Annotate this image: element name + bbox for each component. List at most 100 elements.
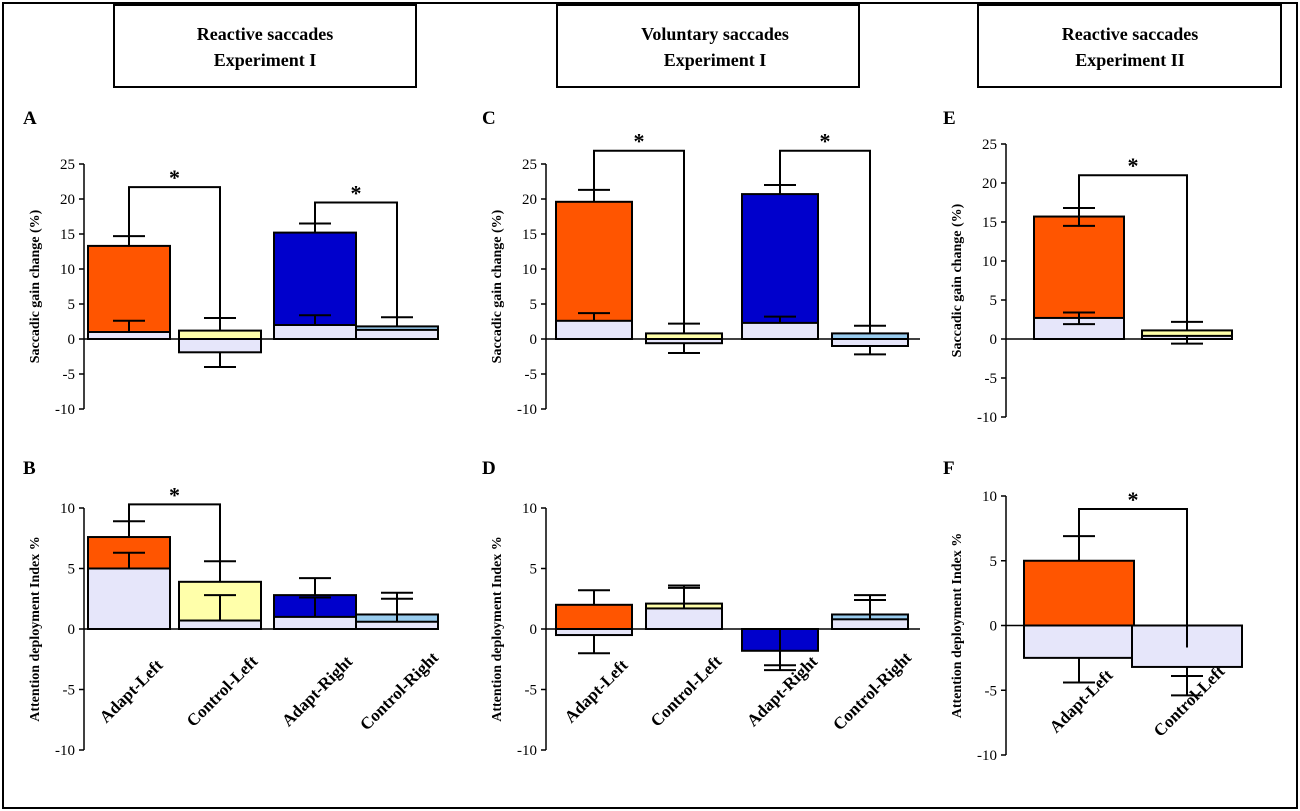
y-tick-label: 20 [60, 192, 75, 208]
panel-letter-a: A [23, 108, 37, 129]
bar-adapt-left [87, 235, 171, 340]
bar-inner [1023, 624, 1135, 659]
y-tick-label: 25 [522, 157, 537, 173]
category-label: Control-Left [647, 652, 726, 731]
header-line1: Voluntary saccades [641, 24, 789, 44]
bar-inner [645, 338, 723, 345]
category-label: Adapt-Left [1046, 665, 1117, 736]
bar-inner [831, 338, 909, 347]
significance-bracket: * [593, 129, 685, 324]
y-tick-label: -10 [517, 402, 537, 418]
header-line1: Reactive saccades [197, 24, 333, 44]
significance-bracket: * [1078, 153, 1188, 322]
y-tick-label: 25 [982, 137, 997, 153]
y-tick-label: 0 [530, 332, 538, 348]
panel-letter-e: E [943, 108, 956, 129]
category-label: Adapt-Left [561, 655, 632, 726]
y-tick-label: -10 [55, 743, 75, 759]
chart-panel-f: -10 -5 0 5 10 Attention deployment Index % * Ad… [950, 487, 1243, 764]
header-line2: Experiment I [664, 50, 767, 70]
bar-control-right [355, 591, 439, 630]
y-axis-label: Saccadic gain change (%) [28, 209, 43, 363]
category-label: Control-Left [1150, 662, 1229, 741]
y-tick-label: 20 [522, 192, 537, 208]
y-axis-label: Saccadic gain change (%) [490, 209, 505, 363]
y-tick-label: 10 [522, 501, 537, 517]
bracket-line [128, 186, 221, 318]
bar-adapt-left [555, 188, 633, 340]
y-tick-label: 25 [60, 157, 75, 173]
y-tick-label: 10 [982, 254, 997, 270]
bar-inner [273, 324, 357, 340]
y-tick-label: 15 [522, 227, 537, 243]
y-tick-label: -5 [525, 683, 538, 699]
chart-panel-d: -10 -5 0 5 10 Attention deployment Index % Ada… [490, 501, 920, 759]
y-tick-label: -10 [55, 402, 75, 418]
bar-inner [645, 607, 723, 630]
y-tick-label: -5 [985, 371, 998, 387]
bar-inner [273, 615, 357, 631]
y-tick-label: 10 [60, 262, 75, 278]
bar-control-right [831, 324, 909, 356]
bar-inner [555, 319, 633, 340]
bracket-line [593, 149, 685, 324]
bar-inner [87, 567, 171, 630]
header-line1: Reactive saccades [1062, 24, 1198, 44]
bar-inner [355, 620, 439, 630]
category-label: Adapt-Right [278, 652, 356, 730]
panel-letter-c: C [482, 108, 496, 129]
bar-inner [831, 618, 909, 631]
significance-star: * [1128, 487, 1139, 512]
y-tick-label: 5 [68, 297, 76, 313]
header-voluntary-exp1: Voluntary saccades Experiment I [556, 4, 860, 88]
y-tick-label: 5 [530, 297, 538, 313]
y-axis-label: Attention deployment Index % [28, 536, 43, 722]
y-axis-label: Attention deployment Index % [950, 533, 965, 719]
panel-letter-d: D [482, 458, 496, 479]
significance-star: * [169, 482, 180, 507]
bar-adapt-left [555, 589, 633, 655]
category-label: Control-Right [356, 648, 442, 734]
bar-control-left [1141, 320, 1233, 345]
header-line2: Experiment I [214, 50, 317, 70]
y-axis-label: Saccadic gain change (%) [950, 203, 965, 357]
header-reactive-exp1: Reactive saccades Experiment I [113, 4, 417, 88]
header-line2: Experiment II [1075, 50, 1185, 70]
bar-control-left [645, 322, 723, 354]
y-tick-label: 5 [530, 562, 538, 578]
bar-inner [178, 619, 262, 631]
significance-bracket: * [314, 181, 398, 318]
bar-control-right [831, 594, 909, 631]
bar-inner [178, 338, 262, 354]
y-tick-label: -5 [985, 683, 998, 699]
category-label: Adapt-Right [743, 652, 821, 730]
significance-bracket: * [128, 165, 221, 318]
significance-star: * [169, 165, 180, 190]
y-tick-label: -10 [517, 743, 537, 759]
header-reactive-exp2: Reactive saccades Experiment II [977, 4, 1282, 88]
y-tick-label: -5 [525, 367, 538, 383]
bar-adapt-left [1033, 206, 1125, 341]
y-tick-label: 10 [522, 262, 537, 278]
significance-star: * [351, 181, 362, 206]
y-tick-label: -10 [977, 410, 997, 426]
chart-panel-c: -10 -5 0 5 10 15 20 25 Saccadic gain change (%) *… [490, 129, 920, 418]
bracket-line [779, 149, 871, 326]
bracket-line [1078, 507, 1188, 648]
y-tick-label: 5 [68, 562, 76, 578]
y-tick-label: 10 [60, 501, 75, 517]
bar-adapt-right [273, 577, 357, 631]
bar-outer [178, 329, 262, 341]
y-tick-label: -10 [977, 748, 997, 764]
y-tick-label: 0 [990, 332, 998, 348]
chart-panel-b: -10 -5 0 5 10 Attention deployment Index % * Ad… [28, 482, 442, 759]
significance-star: * [634, 129, 645, 154]
bracket-line [314, 201, 398, 318]
y-tick-label: 0 [990, 619, 998, 635]
significance-bracket: * [779, 129, 871, 326]
bar-control-left [645, 584, 723, 631]
bar-inner [555, 628, 633, 637]
chart-panel-a: -10 -5 0 5 10 15 20 25 Saccadic gain change (%) *… [28, 157, 439, 418]
